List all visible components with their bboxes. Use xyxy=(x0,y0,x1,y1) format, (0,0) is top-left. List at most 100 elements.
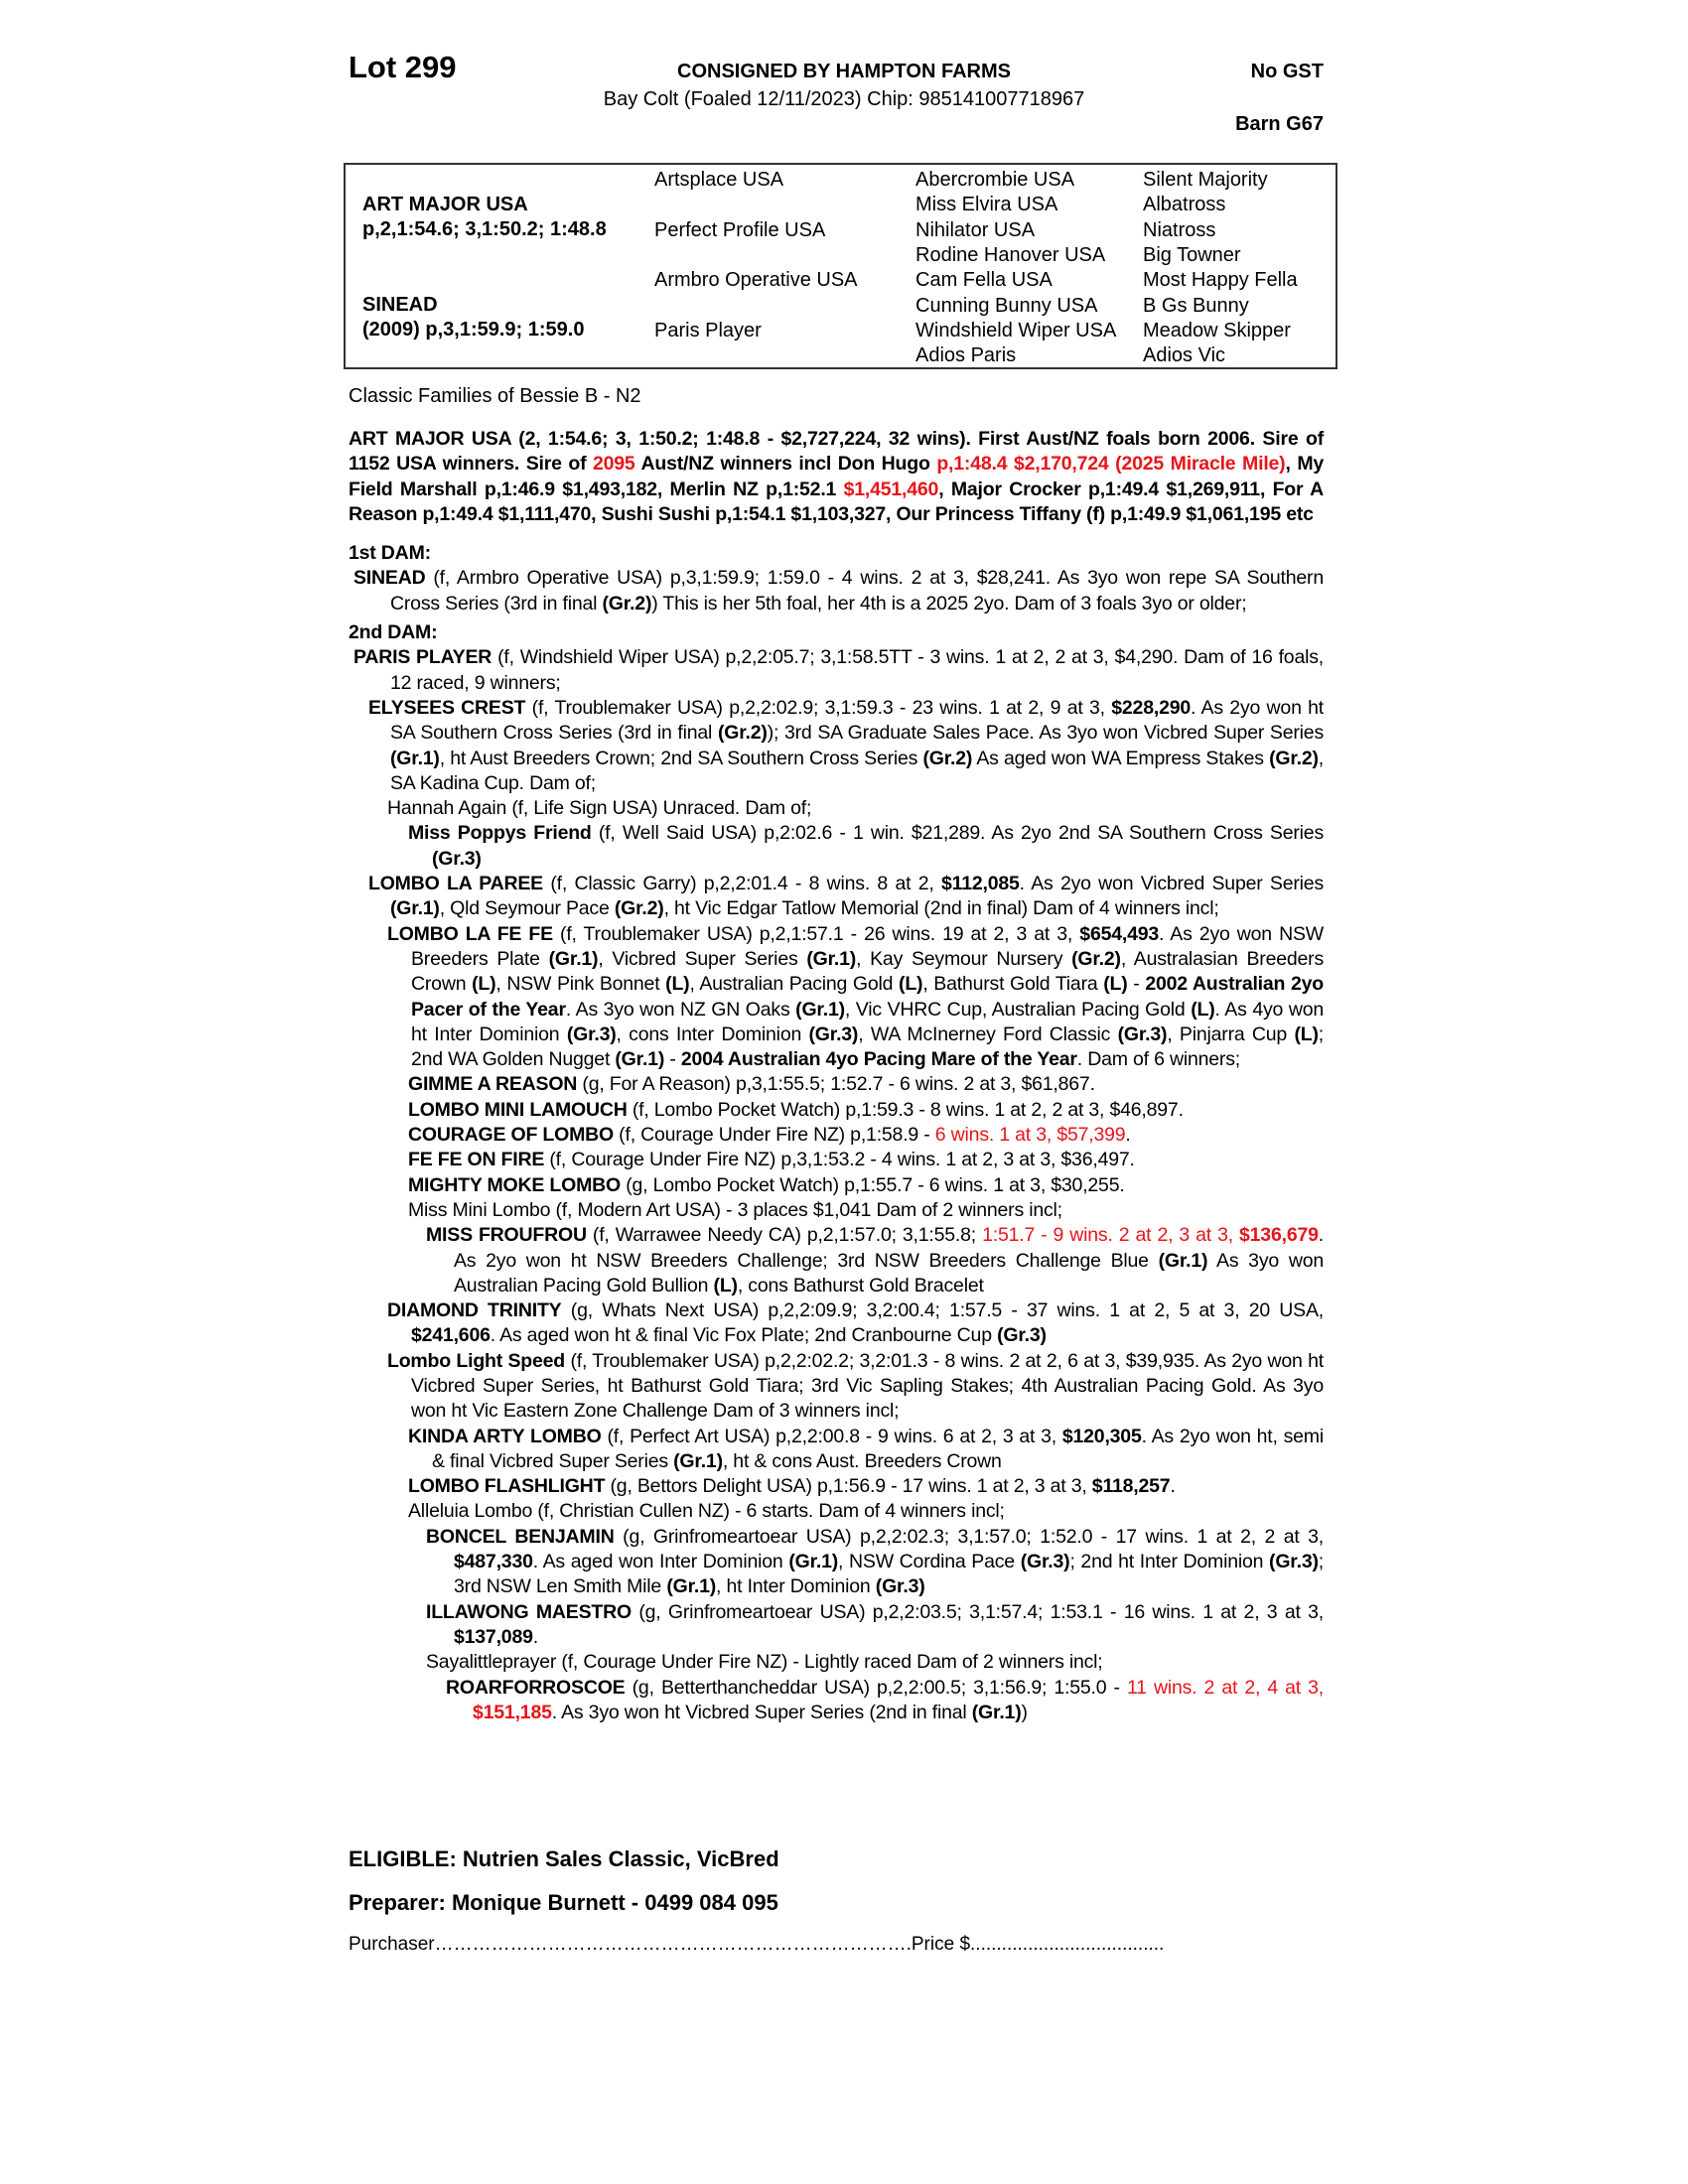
barn-location: Barn G67 xyxy=(1235,113,1324,135)
text: (f, Classic Garry) p,2,2:01.4 - 8 wins. … xyxy=(542,873,941,895)
pedigree-entry: LOMBO FLASHLIGHT (g, Bettors Delight USA… xyxy=(349,1474,1324,1499)
text: , Vicbred Super Series xyxy=(598,947,807,970)
pedigree-gen2-ancestor: Armbro Operative USA xyxy=(654,269,858,292)
text: (g, Whats Next USA) p,2,2:09.9; 3,2:00.4… xyxy=(561,1299,1325,1322)
pedigree-gen4-ancestor: Meadow Skipper xyxy=(1143,319,1291,341)
pedigree-entry: Miss Poppys Friend (f, Well Said USA) p,… xyxy=(349,821,1324,872)
bold-text: $112,085 xyxy=(940,873,1020,895)
bold-text: $137,089 xyxy=(454,1625,533,1648)
text: . As 4yo won ht Inter Dominion xyxy=(411,998,1324,1045)
bold-text: (Gr.2) xyxy=(717,722,768,745)
text: . As 3yo won ht Vicbred Super Series (2n… xyxy=(551,1701,972,1723)
sire-record: p,2,1:54.6; 3,1:50.2; 1:48.8 xyxy=(362,218,607,240)
pedigree-gen4-ancestor: B Gs Bunny xyxy=(1143,294,1249,317)
text: . As 2yo won ht SA Southern Cross Series… xyxy=(390,696,1324,745)
bold-text: ELYSEES CREST xyxy=(368,696,526,719)
pedigree-entry: ILLAWONG MAESTRO (g, Grinfromeartoear US… xyxy=(349,1600,1324,1651)
text: Miss Mini Lombo (f, Modern Art USA) - 3 … xyxy=(408,1198,1062,1221)
text: . As 2yo won Vicbred Super Series xyxy=(1019,873,1325,895)
bold-text: (L) xyxy=(1103,973,1128,996)
bold-text: BONCEL BENJAMIN xyxy=(426,1525,615,1548)
text: (g, Grinfromeartoear USA) p,2,2:03.5; 3,… xyxy=(631,1600,1324,1623)
pedigree-entry: MIGHTY MOKE LOMBO (g, Lombo Pocket Watch… xyxy=(349,1173,1324,1198)
highlighted-text: 6 wins. 1 at 3, $57,399 xyxy=(934,1124,1126,1147)
bold-text: $120,305 xyxy=(1061,1425,1142,1447)
bold-text: COURAGE OF LOMBO xyxy=(408,1124,614,1147)
pedigree-entry: LOMBO LA FE FE (f, Troublemaker USA) p,2… xyxy=(349,922,1324,1073)
bold-text: (Gr.1) xyxy=(673,1449,723,1472)
text: Sayalittleprayer (f, Courage Under Fire … xyxy=(426,1651,1103,1674)
bold-text: (Gr.1) xyxy=(390,897,440,920)
family-line: Classic Families of Bessie B - N2 xyxy=(349,385,641,407)
bold-text: $228,290 xyxy=(1111,696,1191,719)
pedigree-entry: COURAGE OF LOMBO (f, Courage Under Fire … xyxy=(349,1123,1324,1148)
text: As 3yo won Australian Pacing Gold Bullio… xyxy=(454,1249,1324,1297)
bold-text: LOMBO MINI LAMOUCH xyxy=(408,1098,628,1121)
text: , Kay Seymour Nursery xyxy=(856,947,1072,970)
bold-text: PARIS PLAYER xyxy=(353,646,492,669)
pedigree-gen3-ancestor: Nihilator USA xyxy=(915,218,1036,241)
text: , ht & cons Aust. Breeders Crown xyxy=(722,1449,1002,1472)
bold-text: 2nd DAM: xyxy=(349,621,438,644)
highlighted-text: 1:51.7 - 9 wins. 2 at 2, 3 at 3, xyxy=(982,1224,1240,1247)
text: (g, Bettors Delight USA) p,1:56.9 - 17 w… xyxy=(605,1475,1092,1498)
bold-text: Miss Poppys Friend xyxy=(408,822,592,845)
text: . As aged won ht & final Vic Fox Plate; … xyxy=(490,1324,998,1347)
pedigree-entry: BONCEL BENJAMIN (g, Grinfromeartoear USA… xyxy=(349,1525,1324,1600)
bold-text: MISS FROUFROU xyxy=(426,1224,587,1247)
pedigree-entry: Hannah Again (f, Life Sign USA) Unraced.… xyxy=(349,796,1324,821)
pedigree-entry: SINEAD (f, Armbro Operative USA) p,3,1:5… xyxy=(349,566,1324,616)
text: (f, Armbro Operative USA) p,3,1:59.9; 1:… xyxy=(390,567,1324,614)
text: , Bathurst Gold Tiara xyxy=(922,973,1104,996)
pedigree-entry: ELYSEES CREST (f, Troublemaker USA) p,2,… xyxy=(349,696,1324,796)
bold-text: (L) xyxy=(899,973,923,996)
text: , Australasian Breeders Crown xyxy=(411,947,1325,996)
bold-text: (Gr.3) xyxy=(1020,1551,1070,1573)
highlighted-text: 2095 xyxy=(593,453,635,476)
text: . As 2yo won ht, semi & final Vicbred Su… xyxy=(432,1425,1324,1472)
bold-text: (Gr.3) xyxy=(875,1575,925,1598)
text: . xyxy=(1125,1124,1131,1147)
bold-text: (Gr.2) xyxy=(1071,947,1121,970)
text: . Dam of 6 winners; xyxy=(1076,1048,1240,1071)
bold-text: GIMME A REASON xyxy=(408,1073,578,1096)
bold-text: 2004 Australian 4yo Pacing Mare of the Y… xyxy=(680,1048,1077,1071)
bold-text: (L) xyxy=(472,973,496,996)
pedigree-notes: ART MAJOR USA (2, 1:54.6; 3, 1:50.2; 1:4… xyxy=(349,427,1324,1725)
text: ; 2nd WA Golden Nugget xyxy=(411,1023,1324,1071)
dam-record: (2009) p,3,1:59.9; 1:59.0 xyxy=(362,319,585,341)
pedigree-gen4-ancestor: Niatross xyxy=(1143,218,1216,241)
pedigree-entry: Alleluia Lombo (f, Christian Cullen NZ) … xyxy=(349,1499,1324,1524)
bold-text: (L) xyxy=(1191,998,1215,1021)
text: . xyxy=(532,1625,538,1648)
text: ; 3rd NSW Len Smith Mile xyxy=(454,1551,1324,1598)
bold-text: $241,606 xyxy=(411,1324,491,1347)
text: , ht Aust Breeders Crown; 2nd SA Souther… xyxy=(439,747,923,769)
bold-text: KINDA ARTY LOMBO xyxy=(408,1425,602,1447)
pedigree-gen4-ancestor: Most Happy Fella xyxy=(1143,269,1298,292)
text: (f, Courage Under Fire NZ) p,1:58.9 - xyxy=(613,1124,935,1147)
text: (f, Lombo Pocket Watch) p,1:59.3 - 8 win… xyxy=(627,1098,1184,1121)
bold-text: (Gr.1) xyxy=(806,947,857,970)
text: , Pinjarra Cup xyxy=(1167,1023,1295,1045)
bold-text: 2002 Australian 2yo Pacer of the Year xyxy=(411,973,1324,1021)
text: (f, Windshield Wiper USA) p,2,2:05.7; 3,… xyxy=(390,646,1324,694)
pedigree-gen3-ancestor: Adios Paris xyxy=(915,344,1017,367)
pedigree-entry: ROARFORROSCOE (g, Betterthancheddar USA)… xyxy=(349,1676,1324,1726)
text: - xyxy=(1127,973,1146,996)
bold-text: (Gr.1) xyxy=(795,998,845,1021)
bold-text: ILLAWONG MAESTRO xyxy=(426,1600,632,1623)
bold-text: (Gr.1) xyxy=(971,1701,1022,1723)
text: (g, Betterthancheddar USA) p,2,2:00.5; 3… xyxy=(625,1676,1127,1699)
bold-text: Aust/NZ winners incl Don Hugo xyxy=(634,453,937,476)
text: (f, Troublemaker USA) p,2,2:02.9; 3,1:59… xyxy=(525,696,1112,719)
lot-number: Lot 299 xyxy=(349,50,457,84)
bold-text: $487,330 xyxy=(454,1551,533,1573)
highlighted-text: $136,679 xyxy=(1239,1224,1319,1247)
pedigree-gen4-ancestor: Silent Majority xyxy=(1143,169,1268,191)
highlighted-text: p,1:48.4 $2,170,724 (2025 Miracle Mile) xyxy=(936,453,1286,476)
eligibility: ELIGIBLE: Nutrien Sales Classic, VicBred xyxy=(349,1846,779,1871)
pedigree-entry: LOMBO MINI LAMOUCH (f, Lombo Pocket Watc… xyxy=(349,1098,1324,1123)
pedigree-entry: MISS FROUFROU (f, Warrawee Needy CA) p,2… xyxy=(349,1223,1324,1298)
text: . As 3yo won NZ GN Oaks xyxy=(565,998,796,1021)
